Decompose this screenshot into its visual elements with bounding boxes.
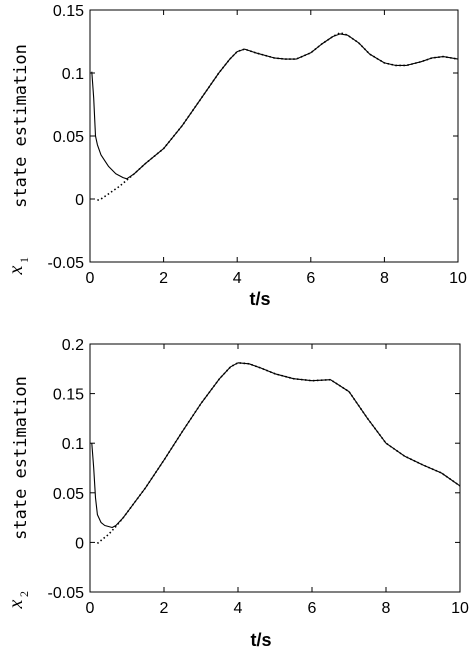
y-tick-label: 0 <box>75 535 84 552</box>
x-axis-label: t/s <box>249 289 270 309</box>
y-tick-label: 0.15 <box>53 3 84 20</box>
y-tick-label: 0 <box>75 192 84 209</box>
plot-frame <box>89 343 461 593</box>
x-tick-label: 2 <box>159 270 168 287</box>
x-tick-label: 4 <box>234 600 243 617</box>
y-axis-symbol: x <box>5 599 27 609</box>
x-axis-label: t/s <box>250 630 271 650</box>
x-tick-label: 4 <box>233 270 242 287</box>
x-tick-label: 8 <box>380 270 389 287</box>
y-tick-label: 0.05 <box>53 486 84 503</box>
x-tick-label: 2 <box>160 600 169 617</box>
y-tick-label: -0.05 <box>48 255 85 272</box>
y-tick-label: 0.05 <box>53 129 84 146</box>
y-tick-label: 0.1 <box>62 66 84 83</box>
x-tick-label: 0 <box>86 600 95 617</box>
x-tick-label: 0 <box>86 270 95 287</box>
y-tick-label: -0.05 <box>48 585 85 602</box>
y-axis-label: state estimation <box>11 44 31 208</box>
y-axis-subscript: 2 <box>17 591 31 597</box>
plot-frame <box>89 9 459 263</box>
y-axis-label: state estimation <box>11 376 31 540</box>
y-tick-label: 0.2 <box>62 337 84 354</box>
x-tick-label: 8 <box>382 600 391 617</box>
state-line <box>91 33 459 180</box>
x-tick-label: 10 <box>449 270 467 287</box>
x-tick-label: 6 <box>306 270 315 287</box>
x-tick-label: 10 <box>451 600 469 617</box>
y-axis-subscript: 1 <box>17 257 31 263</box>
x-tick-label: 6 <box>308 600 317 617</box>
y-tick-label: 0.1 <box>62 436 84 453</box>
y-tick-label: 0.15 <box>53 387 84 404</box>
y-axis-symbol: x <box>5 265 27 275</box>
